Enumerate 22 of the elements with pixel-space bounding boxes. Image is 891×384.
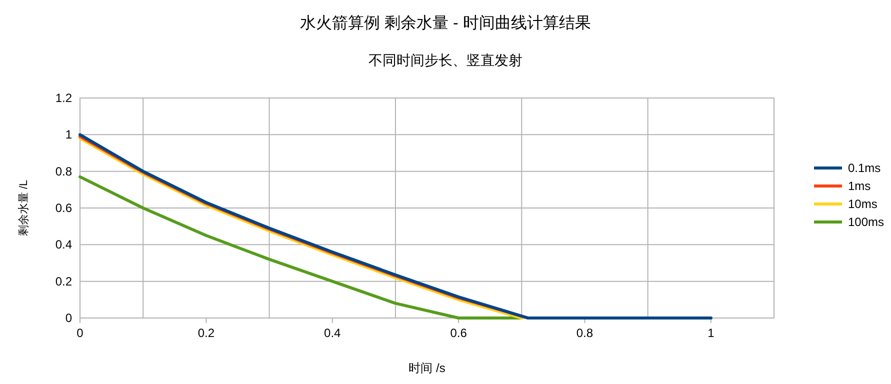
y-tick-label: 0 xyxy=(65,311,72,325)
chart-subtitle: 不同时间步长、竖直发射 xyxy=(368,52,522,68)
y-tick-label: 1.2 xyxy=(55,91,72,105)
x-tick-label: 0 xyxy=(76,326,84,340)
y-axis-title: 剩余水量 /L xyxy=(17,180,30,236)
y-tick-label: 0.2 xyxy=(55,274,72,288)
x-tick-label: 1 xyxy=(708,326,715,340)
x-tick-label: 0.2 xyxy=(198,326,215,340)
legend-label: 10ms xyxy=(848,197,878,211)
y-tick-label: 1 xyxy=(65,128,72,142)
legend-label: 0.1ms xyxy=(848,161,881,175)
x-tick-label: 0.4 xyxy=(324,326,342,340)
y-tick-label: 0.8 xyxy=(55,164,72,178)
y-tick-label: 0.4 xyxy=(55,238,72,252)
legend-label: 1ms xyxy=(848,179,871,193)
x-axis-title: 时间 /s xyxy=(408,361,446,375)
line-series xyxy=(78,175,524,320)
x-tick-label: 0.6 xyxy=(450,326,468,340)
chart-title: 水火箭算例 剩余水量 - 时间曲线计算结果 xyxy=(300,14,591,32)
y-tick-label: 0.6 xyxy=(55,201,72,215)
x-tick-label: 0.8 xyxy=(576,326,594,340)
legend-label: 100ms xyxy=(848,215,884,229)
